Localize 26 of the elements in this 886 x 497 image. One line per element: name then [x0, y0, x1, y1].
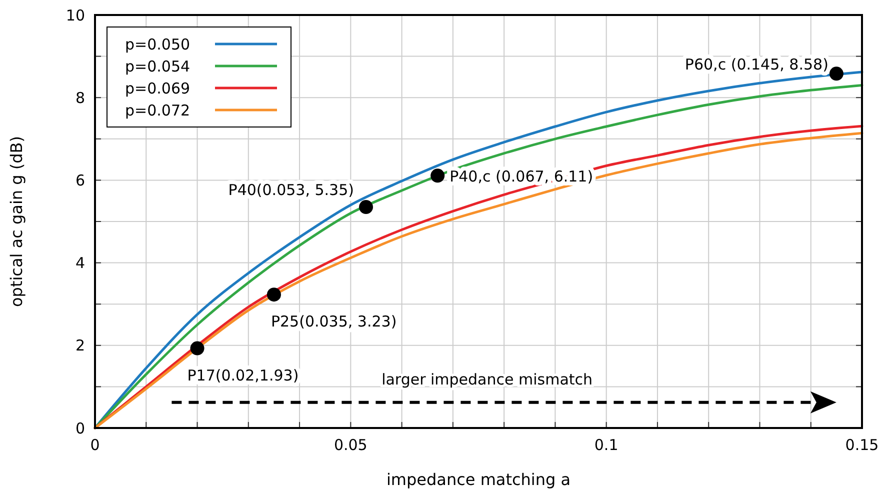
x-tick-label: 0.15: [845, 436, 879, 454]
y-tick-label: 8: [75, 88, 85, 107]
x-tick-label: 0.05: [334, 436, 368, 454]
annotation: P25(0.035, 3.23): [270, 312, 397, 331]
y-tick-label: 4: [75, 254, 85, 272]
y-axis-title: optical ac gain g (dB): [7, 136, 26, 307]
point: [266, 288, 281, 302]
legend-label: p=0.069: [125, 79, 190, 98]
legend-label: p=0.050: [125, 35, 190, 54]
y-tick-label: 0: [75, 419, 85, 438]
point: [359, 200, 374, 214]
x-tick-label: 0.1: [594, 436, 618, 454]
annotation: P17(0.02,1.93): [187, 366, 299, 384]
annotation: P40(0.053, 5.35): [228, 181, 354, 200]
x-tick-label: 0: [90, 436, 100, 454]
y-tick-label: 2: [75, 336, 85, 355]
annotation: P60,c (0.145, 8.58): [684, 56, 828, 74]
point: [190, 341, 204, 356]
point: [430, 168, 445, 183]
legend-label: p=0.072: [125, 101, 190, 120]
annotation: larger impedance mismatch: [382, 370, 593, 389]
point: [829, 66, 844, 81]
y-tick-label: 6: [75, 171, 85, 190]
y-tick-label: 10: [66, 6, 85, 24]
legend-label: p=0.054: [125, 57, 190, 76]
x-axis-title: impedance matching a: [386, 470, 571, 489]
